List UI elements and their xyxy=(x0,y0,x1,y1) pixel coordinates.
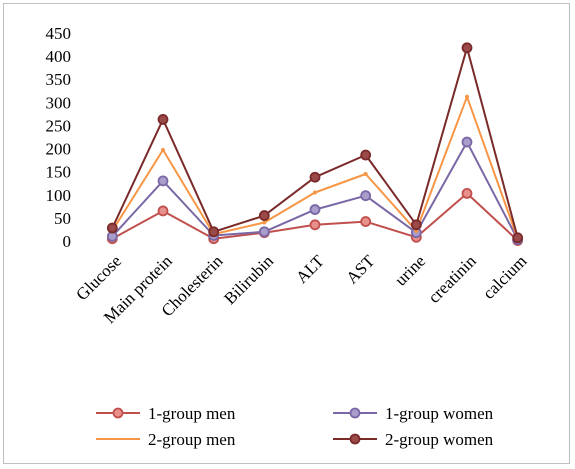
data-point xyxy=(360,149,372,161)
data-point xyxy=(465,94,469,99)
data-point xyxy=(461,136,473,148)
data-point xyxy=(363,171,368,176)
data-point xyxy=(309,204,321,215)
data-point xyxy=(157,175,169,187)
legend: 1-group men 1-group women 2-group men 2-gro… xyxy=(96,404,494,449)
data-point xyxy=(512,232,524,244)
x-category-label: AST xyxy=(342,251,379,288)
y-tick-label: 400 xyxy=(46,47,72,66)
y-tick-label: 250 xyxy=(46,116,72,135)
legend-item: 2-group men xyxy=(96,430,236,449)
legend-marker xyxy=(112,407,124,419)
legend-item: 1-group men xyxy=(96,404,236,423)
y-tick-label: 150 xyxy=(46,163,72,182)
y-tick-label: 50 xyxy=(54,209,71,228)
data-point xyxy=(161,147,165,152)
y-tick-label: 450 xyxy=(46,24,72,43)
series-4 xyxy=(106,42,524,244)
data-point xyxy=(360,190,372,202)
x-category-label: creatinin xyxy=(424,251,480,307)
data-point xyxy=(208,226,220,238)
y-tick-label: 0 xyxy=(63,232,72,251)
legend-label: 2-group women xyxy=(385,430,494,449)
data-point xyxy=(309,219,321,231)
y-tick-label: 100 xyxy=(46,186,72,205)
data-point xyxy=(106,222,118,234)
data-point xyxy=(360,216,372,227)
series-3 xyxy=(110,94,520,241)
legend-marker xyxy=(349,433,361,445)
legend-marker xyxy=(349,407,361,419)
legend-label: 2-group men xyxy=(148,430,236,449)
y-axis: 0 50 100 150 200 250 300 350 400 450 xyxy=(46,24,72,251)
x-category-label: urine xyxy=(391,251,429,289)
y-tick-label: 200 xyxy=(46,140,72,159)
legend-label: 1-group women xyxy=(385,404,494,423)
x-category-label: Bilirubin xyxy=(220,251,277,308)
data-point xyxy=(410,219,422,231)
legend-label: 1-group men xyxy=(148,404,236,423)
x-category-label: calcium xyxy=(479,251,530,302)
legend-item: 2-group women xyxy=(333,430,494,449)
series-line xyxy=(111,192,519,242)
series-layer xyxy=(106,42,524,246)
data-point xyxy=(258,210,270,221)
data-point xyxy=(461,187,473,199)
data-point xyxy=(313,190,317,195)
series-1 xyxy=(106,187,524,246)
legend-item: 1-group women xyxy=(333,404,494,423)
data-point xyxy=(157,205,169,217)
x-category-label: ALT xyxy=(292,251,328,287)
y-tick-label: 300 xyxy=(46,93,72,112)
data-point xyxy=(258,226,270,238)
y-tick-label: 350 xyxy=(46,70,72,89)
data-point xyxy=(461,42,473,54)
data-point xyxy=(262,220,267,225)
data-point xyxy=(157,114,169,125)
data-point xyxy=(309,171,321,183)
